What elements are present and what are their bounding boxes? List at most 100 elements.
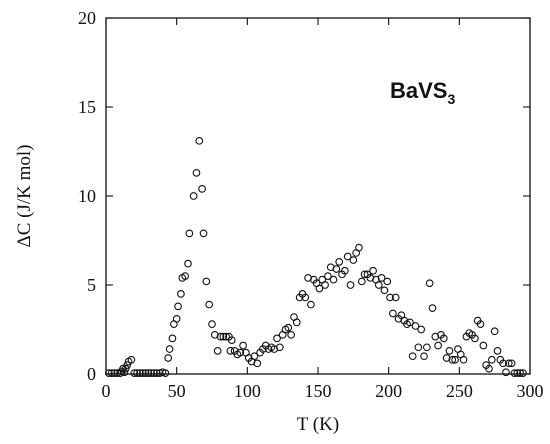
data-point — [321, 281, 329, 289]
data-point — [172, 314, 181, 323]
data-point — [499, 359, 507, 368]
data-point — [459, 355, 468, 364]
x-tick-label: 300 — [517, 381, 544, 401]
data-point — [516, 369, 524, 377]
y-tick-label: 15 — [78, 97, 96, 117]
data-point — [380, 286, 389, 295]
data-point — [161, 369, 170, 377]
data-point — [120, 368, 129, 377]
data-point — [428, 304, 437, 312]
data-point — [107, 369, 116, 377]
data-point — [411, 322, 420, 330]
data-point — [222, 332, 230, 341]
data-point — [417, 325, 426, 334]
data-point — [284, 323, 293, 332]
data-point — [360, 270, 369, 279]
data-point — [164, 354, 173, 362]
data-point — [147, 369, 156, 377]
data-point — [205, 300, 214, 309]
data-point — [192, 169, 201, 177]
data-point — [357, 277, 366, 286]
x-tick-label: 50 — [168, 381, 186, 401]
data-point — [174, 302, 182, 311]
compound-label-main: BaVS — [390, 78, 447, 103]
data-point — [349, 256, 358, 264]
data-point — [408, 352, 417, 361]
data-point — [199, 229, 208, 238]
data-point — [377, 274, 386, 282]
data-point — [332, 265, 341, 273]
data-point — [414, 343, 423, 352]
data-point — [355, 243, 363, 252]
x-tick-label: 0 — [102, 381, 111, 401]
data-point — [168, 334, 177, 343]
data-point — [476, 320, 485, 329]
data-point — [434, 341, 442, 350]
data-point — [386, 293, 394, 302]
data-point — [490, 327, 499, 336]
data-point — [181, 272, 189, 280]
data-point — [510, 369, 519, 377]
data-points — [104, 136, 527, 377]
data-point — [208, 320, 216, 329]
data-point — [346, 281, 355, 289]
compound-label: BaVS3 — [390, 78, 455, 107]
x-tick-label: 200 — [375, 381, 402, 401]
data-point — [324, 272, 332, 280]
data-point — [439, 334, 448, 343]
data-point — [335, 258, 344, 266]
y-tick-label: 5 — [87, 275, 96, 295]
data-point — [519, 369, 527, 377]
data-point — [504, 359, 513, 368]
data-point — [113, 369, 122, 377]
plot-border — [105, 17, 531, 375]
data-point — [150, 369, 158, 377]
data-point — [448, 355, 457, 364]
x-tick-label: 150 — [305, 381, 332, 401]
data-point — [507, 359, 516, 368]
y-tick-label: 0 — [87, 364, 96, 384]
data-point — [189, 192, 198, 200]
data-point — [292, 318, 301, 327]
compound-label-subscript: 3 — [447, 91, 455, 107]
data-point — [391, 293, 400, 302]
data-point — [479, 341, 488, 350]
data-point — [341, 266, 349, 275]
data-point — [471, 334, 479, 343]
y-axis-label: ΔC (J/K mol) — [14, 145, 35, 248]
data-point — [487, 355, 496, 364]
data-point — [287, 330, 295, 339]
y-tick-label: 20 — [78, 8, 96, 28]
data-point — [502, 368, 510, 377]
data-point — [185, 229, 194, 238]
x-tick-label: 100 — [234, 381, 261, 401]
data-point — [110, 369, 119, 377]
data-point — [301, 293, 310, 302]
data-point — [133, 369, 141, 377]
axis-ticks: 0 50 100 150 200 250 300 0 5 10 15 20 — [78, 8, 544, 401]
data-point — [141, 369, 150, 377]
data-point — [236, 348, 245, 357]
data-point — [165, 345, 174, 353]
data-point — [198, 185, 206, 193]
data-point — [219, 332, 228, 341]
data-point — [250, 352, 259, 361]
data-point — [485, 364, 493, 373]
data-point — [369, 266, 377, 275]
data-point — [153, 369, 161, 377]
data-point — [343, 252, 352, 261]
data-point — [239, 341, 247, 350]
data-point — [136, 369, 144, 377]
data-point — [374, 281, 383, 289]
data-point — [273, 334, 281, 343]
data-point — [253, 359, 262, 368]
data-point — [275, 343, 284, 352]
data-point — [513, 369, 522, 377]
data-point — [329, 275, 338, 284]
data-point — [127, 355, 136, 364]
data-point — [422, 343, 431, 352]
data-point — [195, 136, 204, 145]
data-point — [451, 355, 459, 364]
data-point — [104, 369, 113, 377]
data-point — [213, 347, 222, 355]
